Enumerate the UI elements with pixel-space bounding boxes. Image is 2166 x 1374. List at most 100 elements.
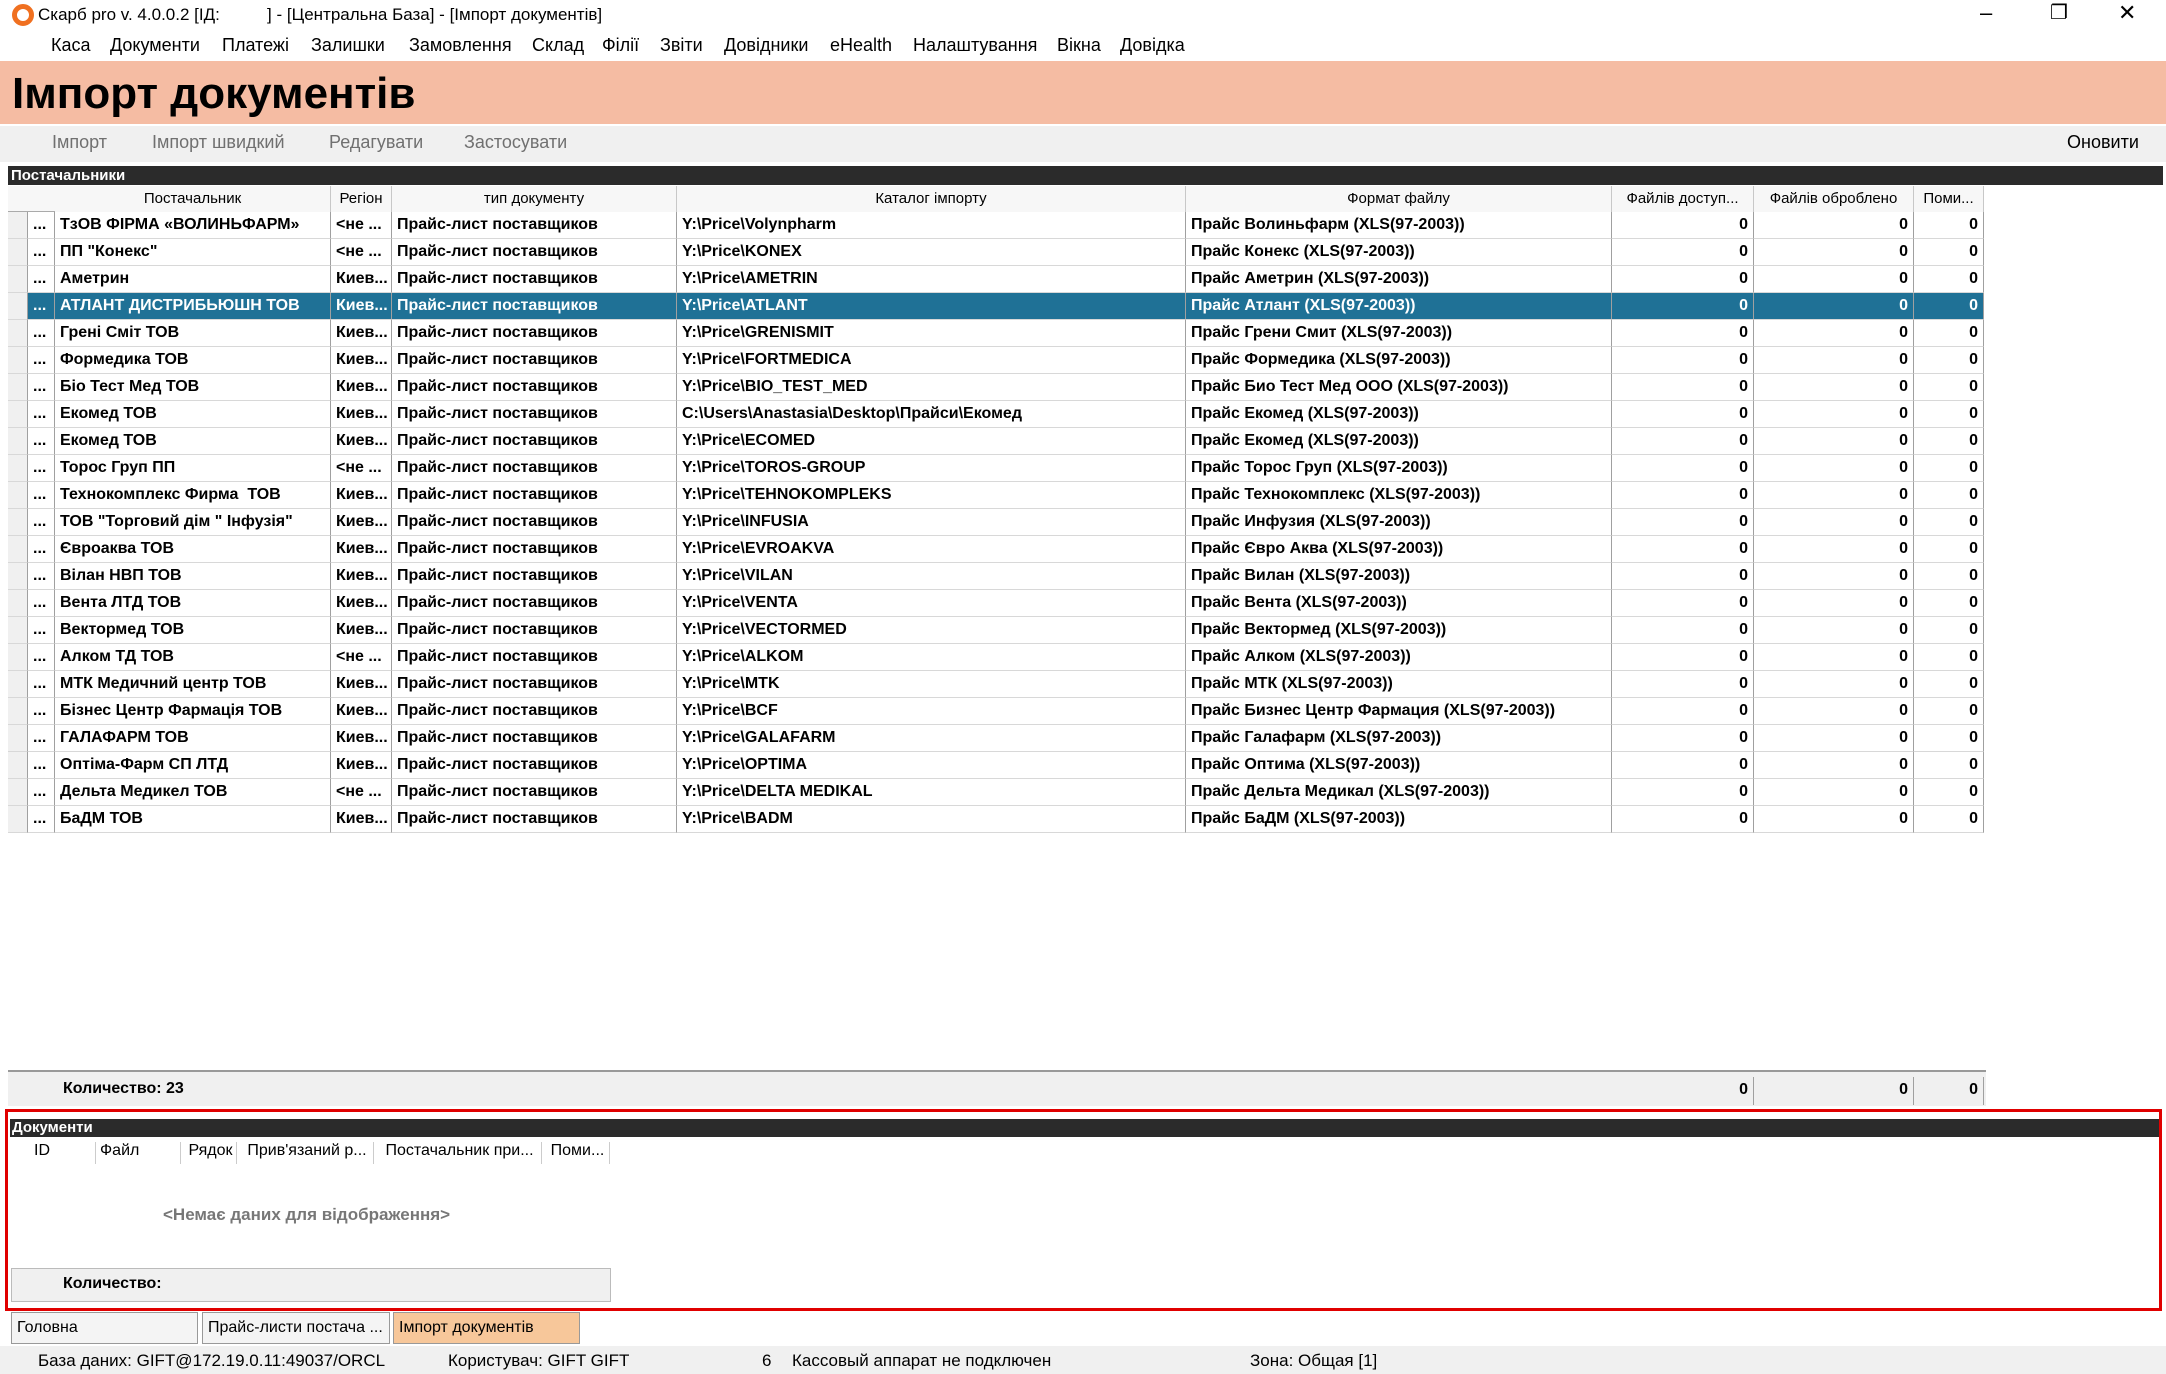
grid-cell: Прайс Євро Аква (XLS(97-2003)) [1186, 536, 1612, 563]
menu-item[interactable]: eHealth [830, 35, 893, 55]
row-button[interactable]: ... [28, 536, 55, 563]
row-button[interactable]: ... [28, 806, 55, 833]
grid-cell: 0 [1754, 563, 1914, 590]
grid-cell: 0 [1914, 509, 1984, 536]
row-button[interactable]: ... [28, 698, 55, 725]
toolbar-button[interactable]: Редагувати [329, 132, 424, 152]
menu-item[interactable]: Каса [51, 35, 91, 55]
menu-item[interactable]: Платежі [222, 35, 289, 55]
row-button[interactable]: ... [28, 347, 55, 374]
column-header: Файлів оброблено [1754, 186, 1914, 212]
row-button[interactable]: ... [28, 239, 55, 266]
row-button[interactable]: ... [28, 779, 55, 806]
grid-cell: Киев... [331, 752, 392, 779]
row-indicator [8, 698, 28, 725]
row-button[interactable]: ... [28, 455, 55, 482]
row-button[interactable]: ... [28, 590, 55, 617]
column-header: Поми... [542, 1142, 610, 1164]
menu-item[interactable]: Довідники [724, 35, 809, 55]
row-button[interactable]: ... [28, 374, 55, 401]
grid-cell: Y:\Price\BCF [677, 698, 1186, 725]
row-button[interactable]: ... [28, 482, 55, 509]
grid-cell: Аметрин [55, 266, 331, 293]
menu-item[interactable]: Замовлення [409, 35, 512, 55]
row-button[interactable]: ... [28, 428, 55, 455]
maximize[interactable]: ❐ [2050, 2, 2068, 24]
grid-cell: Y:\Price\GALAFARM [677, 725, 1186, 752]
row-indicator [8, 536, 28, 563]
minimize[interactable]: – [1980, 0, 1993, 25]
row-button[interactable]: ... [28, 293, 55, 320]
row-button[interactable]: ... [28, 509, 55, 536]
menu-item[interactable]: Філії [602, 35, 640, 55]
grid-cell: 0 [1612, 347, 1754, 374]
grid-cell: АТЛАНТ ДИСТРИБЬЮШН ТОВ [55, 293, 331, 320]
grid-cell: Y:\Price\KONEX [677, 239, 1186, 266]
grid-cell: 0 [1914, 347, 1984, 374]
grid-cell: 0 [1754, 374, 1914, 401]
row-button[interactable]: ... [28, 725, 55, 752]
grid-cell: 0 [1914, 698, 1984, 725]
row-button[interactable]: ... [28, 617, 55, 644]
toolbar-button[interactable]: Застосувати [464, 132, 568, 152]
grid-cell: 0 [1754, 212, 1914, 239]
docs-count: Количество: [63, 1275, 162, 1292]
menu-item[interactable]: Довідка [1120, 35, 1185, 55]
menu-item[interactable]: Залишки [311, 35, 385, 55]
row-button[interactable]: ... [28, 266, 55, 293]
grid-cell: 0 [1612, 401, 1754, 428]
grid-cell: Вента ЛТД ТОВ [55, 590, 331, 617]
grid-cell: 0 [1612, 698, 1754, 725]
menu-item[interactable]: Звіти [660, 35, 703, 55]
grid-cell: Прайс-лист поставщиков [392, 536, 677, 563]
toolbar-button[interactable]: Імпорт швидкий [152, 132, 285, 152]
row-button[interactable]: ... [28, 320, 55, 347]
grid-cell: 0 [1754, 455, 1914, 482]
grid-cell: 0 [1914, 212, 1984, 239]
menu-item[interactable]: Вікна [1057, 35, 1101, 55]
grid-cell: Прайс Технокомплекс (XLS(97-2003)) [1186, 482, 1612, 509]
grid-cell: 0 [1914, 617, 1984, 644]
grid-cell: Прайс МТК (XLS(97-2003)) [1186, 671, 1612, 698]
grid-cell: ТзОВ ФІРМА «ВОЛИНЬФАРМ» [55, 212, 331, 239]
menu-item[interactable]: Склад [532, 35, 585, 55]
row-button[interactable]: ... [28, 671, 55, 698]
row-indicator [8, 752, 28, 779]
grid-cell: 0 [1914, 779, 1984, 806]
tab[interactable]: Імпорт документів [393, 1312, 580, 1344]
grid-cell: 0 [1754, 698, 1914, 725]
row-indicator [8, 482, 28, 509]
grid-cell: Y:\Price\BIO_TEST_MED [677, 374, 1186, 401]
grid-cell: 0 [1612, 779, 1754, 806]
grid-cell: 0 [1914, 806, 1984, 833]
grid-cell: Прайс-лист поставщиков [392, 563, 677, 590]
grid-cell: Прайс-лист поставщиков [392, 401, 677, 428]
row-indicator [8, 779, 28, 806]
close[interactable]: ✕ [2118, 0, 2137, 25]
row-button[interactable]: ... [28, 212, 55, 239]
grid-cell: 0 [1914, 563, 1984, 590]
menu-item[interactable]: Налаштування [913, 35, 1038, 55]
grid-cell: Прайс Грени Смит (XLS(97-2003)) [1186, 320, 1612, 347]
tab[interactable]: Прайс-листи постача ... [202, 1312, 390, 1344]
row-button[interactable]: ... [28, 563, 55, 590]
menu-item[interactable]: Документи [110, 35, 200, 55]
window-title: Скарб pro v. 4.0.0.2 [ІД: ] - [Центральн… [38, 5, 603, 24]
app-icon [12, 4, 34, 26]
grid-cell: Прайс Волиньфарм (XLS(97-2003)) [1186, 212, 1612, 239]
row-button[interactable]: ... [28, 752, 55, 779]
grid-cell: Прайс-лист поставщиков [392, 293, 677, 320]
grid-cell: Вектормед ТОВ [55, 617, 331, 644]
grid-cell: 0 [1914, 752, 1984, 779]
grid-cell: Прайс Аметрин (XLS(97-2003)) [1186, 266, 1612, 293]
toolbar-button[interactable]: Імпорт [52, 132, 107, 152]
row-button[interactable]: ... [28, 401, 55, 428]
grid-cell: Формедика ТОВ [55, 347, 331, 374]
tab[interactable]: Головна [11, 1312, 198, 1344]
grid-cell: Y:\Price\VILAN [677, 563, 1186, 590]
empty-message: <Немає даних для відображення> [163, 1205, 451, 1224]
row-button[interactable]: ... [28, 644, 55, 671]
grid-cell: Прайс-лист поставщиков [392, 671, 677, 698]
toolbar-button[interactable]: Оновити [2067, 132, 2139, 152]
row-indicator [8, 347, 28, 374]
